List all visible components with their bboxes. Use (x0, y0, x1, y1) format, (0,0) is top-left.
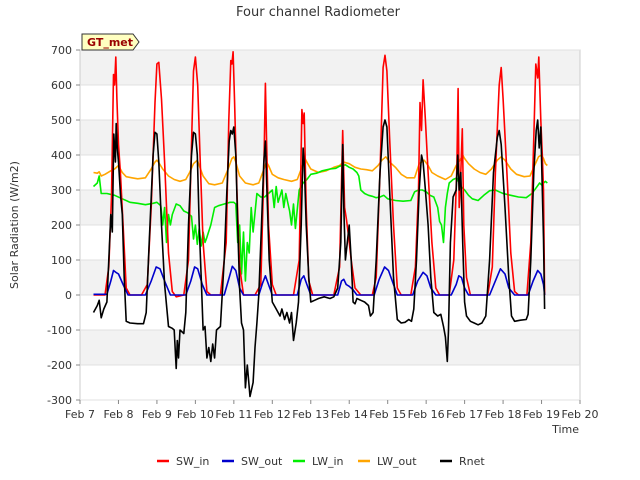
x-tick-label: Feb 20 (562, 408, 599, 421)
plot-band (80, 260, 580, 295)
x-tick-label: Feb 11 (215, 408, 252, 421)
annotation-box: GT_met (81, 33, 140, 51)
series-line-rnet (92, 119, 546, 398)
x-tick-label: Feb 18 (485, 408, 522, 421)
legend-label-lw-in: LW_in (312, 455, 344, 468)
annotation-box-shape (81, 33, 140, 51)
y-axis-label: Solar Radiation (W/m2) (8, 161, 21, 289)
series-lines (92, 51, 548, 398)
legend-label-rnet: Rnet (459, 455, 485, 468)
x-tick-label: Feb 12 (254, 408, 291, 421)
x-tick-label: Feb 16 (408, 408, 445, 421)
legend-label-lw-out: LW_out (377, 455, 417, 468)
y-tick-label: -300 (47, 394, 72, 407)
y-tick-label: -200 (47, 359, 72, 372)
x-tick-label: Feb 14 (331, 408, 368, 421)
plot-band (80, 295, 580, 330)
plot-band (80, 225, 580, 260)
chart-title: Four channel Radiometer (236, 5, 401, 20)
series-line-lw-in (92, 164, 548, 282)
x-tick-label: Feb 17 (446, 408, 483, 421)
x-tick-label: Feb 10 (177, 408, 214, 421)
y-tick-label: 300 (51, 184, 72, 197)
annotation-label: GT_met (87, 36, 133, 49)
plot-band (80, 330, 580, 365)
y-tick-label: -100 (47, 324, 72, 337)
y-tick-label: 700 (51, 44, 72, 57)
legend: SW_in SW_out LW_in LW_out Rnet (157, 455, 485, 468)
plot-band (80, 85, 580, 120)
x-axis-label: Time (551, 423, 579, 436)
x-tick-label: Feb 15 (369, 408, 406, 421)
y-tick-label: 200 (51, 219, 72, 232)
y-tick-label: 500 (51, 114, 72, 127)
legend-label-sw-out: SW_out (241, 455, 283, 468)
x-tick-label: Feb 8 (103, 408, 133, 421)
y-tick-label: 100 (51, 254, 72, 267)
x-axis-ticks: Feb 7 Feb 8 Feb 9 Feb 10 Feb 11 Feb 12 Feb 13 F… (65, 400, 598, 421)
y-tick-label: 400 (51, 149, 72, 162)
plot-band (80, 50, 580, 85)
x-tick-label: Feb 13 (292, 408, 329, 421)
x-tick-label: Feb 7 (65, 408, 95, 421)
x-tick-label: Feb 19 (523, 408, 560, 421)
x-tick-label: Feb 9 (142, 408, 172, 421)
legend-label-sw-in: SW_in (176, 455, 209, 468)
plot-background-bands (80, 50, 580, 400)
y-tick-label: 600 (51, 79, 72, 92)
plot-band (80, 365, 580, 400)
y-tick-label: 0 (65, 289, 72, 302)
